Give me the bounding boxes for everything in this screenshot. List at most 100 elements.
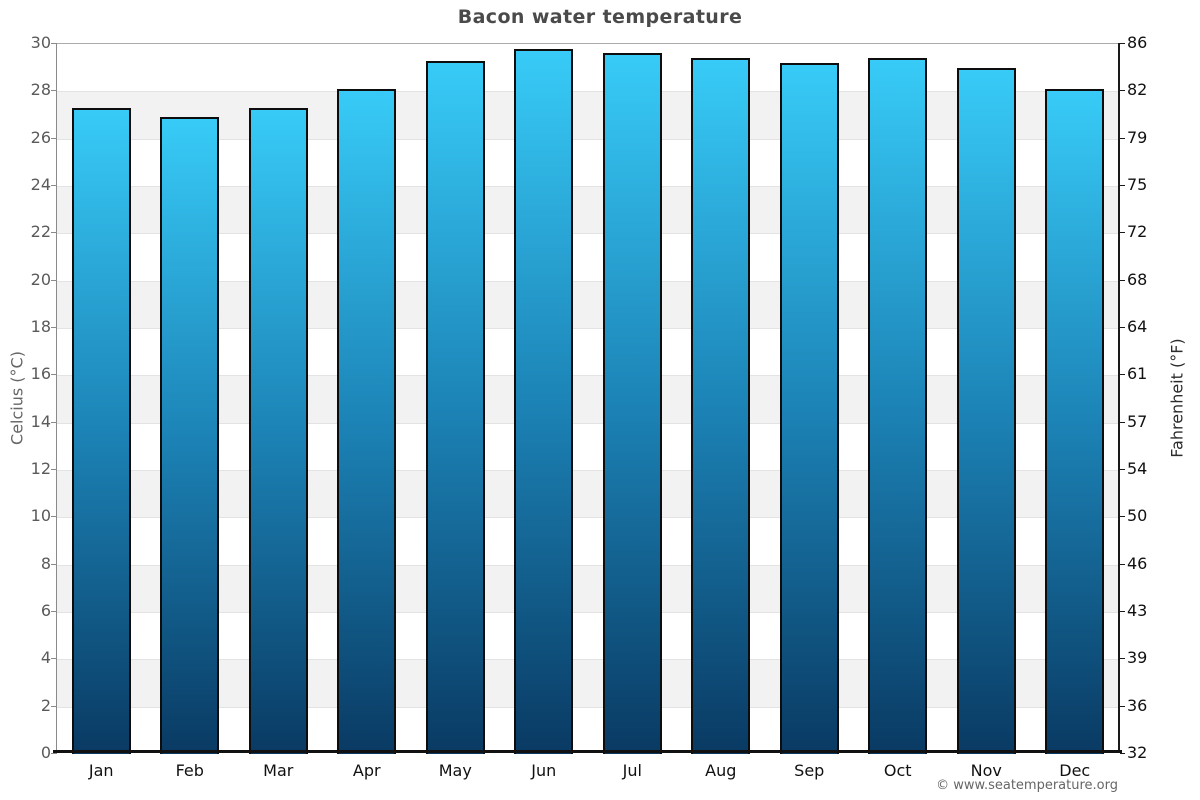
y-tick-fahrenheit-57: 57	[1127, 411, 1148, 431]
y-tick-fahrenheit-50: 50	[1127, 506, 1148, 526]
y-axis-line-left	[56, 43, 57, 753]
tick-mark	[51, 43, 57, 44]
tick-mark	[1120, 43, 1125, 44]
bar-oct	[868, 58, 928, 754]
gridline	[57, 138, 1119, 140]
y-axis-title-fahrenheit: Fahrenheit (°F)	[1167, 338, 1187, 458]
plot-band	[57, 328, 1119, 376]
y-tick-celsius-14: 14	[30, 411, 51, 431]
bar-mar	[248, 107, 308, 754]
bar-feb	[160, 117, 220, 754]
tick-mark	[1120, 374, 1125, 376]
bar-apr	[337, 88, 397, 754]
plot-band	[57, 233, 1119, 281]
footer-credit-link[interactable]: © www.seatemperature.org	[936, 778, 1118, 793]
y-tick-fahrenheit-54: 54	[1127, 459, 1148, 478]
plot-band	[57, 186, 1119, 234]
gridline	[57, 612, 1119, 613]
tick-mark	[1120, 658, 1125, 660]
y-tick-fahrenheit-46: 46	[1127, 553, 1148, 573]
plot-band	[57, 659, 1119, 707]
x-tick-may: May	[438, 761, 472, 780]
y-tick-fahrenheit-75: 75	[1127, 175, 1148, 194]
x-tick-jan: Jan	[88, 761, 114, 780]
plot-band	[57, 612, 1119, 660]
y-tick-fahrenheit-36: 36	[1127, 695, 1148, 715]
y-tick-celsius-16: 16	[30, 364, 51, 384]
y-tick-celsius-4: 4	[40, 648, 51, 668]
y-tick-celsius-24: 24	[30, 175, 51, 194]
x-tick-mar: Mar	[263, 761, 294, 780]
tick-mark	[51, 469, 57, 470]
tick-mark	[51, 516, 57, 518]
y-tick-celsius-30: 30	[30, 33, 51, 52]
y-tick-fahrenheit-68: 68	[1127, 269, 1148, 289]
plot-band	[57, 91, 1119, 139]
plot-band	[57, 517, 1119, 565]
tick-mark	[51, 232, 57, 234]
y-tick-celsius-22: 22	[30, 222, 51, 242]
y-tick-celsius-0: 0	[40, 743, 51, 762]
tick-mark	[51, 611, 57, 612]
tick-mark	[1120, 563, 1125, 565]
plot-band	[57, 280, 1119, 328]
tick-mark	[51, 90, 57, 92]
plot-band	[57, 138, 1119, 186]
x-tick-apr: Apr	[352, 761, 381, 780]
gridline	[57, 91, 1119, 93]
y-tick-fahrenheit-64: 64	[1127, 317, 1148, 336]
y-tick-celsius-2: 2	[40, 695, 51, 715]
x-tick-dec: Dec	[1059, 761, 1091, 780]
tick-mark	[1120, 185, 1125, 186]
y-tick-celsius-26: 26	[30, 127, 51, 147]
tick-mark	[1120, 232, 1125, 234]
bar-jul	[602, 53, 662, 754]
tick-mark	[51, 279, 57, 281]
tick-mark	[51, 705, 57, 707]
tick-mark	[51, 137, 57, 139]
y-tick-celsius-28: 28	[30, 80, 51, 100]
tick-mark	[1120, 421, 1125, 423]
y-tick-celsius-6: 6	[40, 601, 51, 620]
x-tick-nov: Nov	[970, 761, 1002, 780]
bar-may	[425, 60, 485, 754]
gridline	[57, 659, 1119, 661]
tick-mark	[51, 327, 57, 328]
gridline	[57, 517, 1119, 519]
x-tick-jul: Jul	[622, 761, 642, 780]
tick-mark	[51, 563, 57, 565]
plot-band	[57, 422, 1119, 470]
y-tick-celsius-18: 18	[30, 317, 51, 336]
bar-sep	[779, 62, 839, 754]
gridline	[57, 706, 1119, 708]
gridline	[57, 233, 1119, 235]
tick-mark	[1120, 753, 1125, 754]
chart-title: Bacon water temperature	[457, 6, 743, 28]
bar-nov	[956, 67, 1016, 754]
y-tick-fahrenheit-61: 61	[1127, 364, 1148, 384]
x-tick-jun: Jun	[531, 761, 557, 780]
y-axis-title-celsius: Celcius (°C)	[7, 351, 27, 445]
tick-mark	[1120, 516, 1125, 518]
gridline	[57, 564, 1119, 566]
x-tick-sep: Sep	[794, 761, 825, 780]
gridline	[57, 375, 1119, 377]
y-tick-fahrenheit-39: 39	[1127, 648, 1148, 668]
y-tick-fahrenheit-72: 72	[1127, 222, 1148, 242]
gridline	[57, 186, 1119, 187]
x-tick-aug: Aug	[705, 761, 737, 780]
tick-mark	[51, 421, 57, 423]
y-tick-celsius-10: 10	[30, 506, 51, 526]
y-tick-fahrenheit-43: 43	[1127, 601, 1148, 620]
y-tick-celsius-12: 12	[30, 459, 51, 478]
tick-mark	[1120, 469, 1125, 470]
bar-jun	[514, 48, 574, 754]
tick-mark	[51, 185, 57, 186]
bar-aug	[691, 58, 751, 754]
plot-band	[57, 470, 1119, 518]
gridline	[57, 422, 1119, 424]
gridline	[57, 470, 1119, 471]
y-tick-fahrenheit-79: 79	[1127, 127, 1148, 147]
tick-mark	[51, 658, 57, 660]
